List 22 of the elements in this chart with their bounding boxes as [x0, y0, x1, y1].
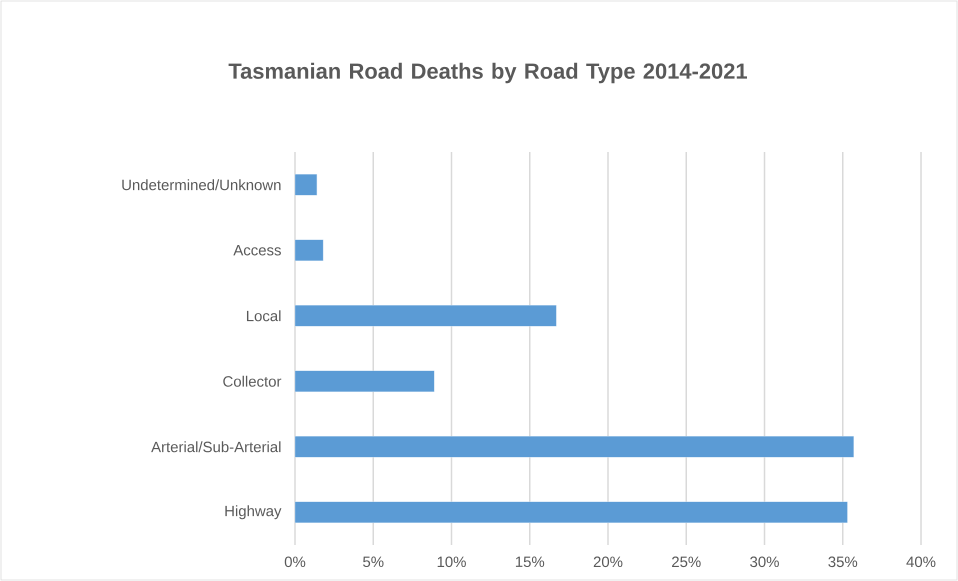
y-tick-label: Collector [223, 376, 282, 387]
x-tick-label: 20% [594, 556, 622, 568]
x-tick-label: 5% [363, 556, 384, 568]
bar [294, 240, 324, 261]
x-tick-label: 15% [516, 556, 544, 568]
y-tick-label: Local [246, 310, 280, 322]
x-tick-label: 25% [672, 556, 701, 568]
x-tick-label: 30% [750, 556, 779, 568]
y-tick-label: Highway [225, 505, 282, 520]
x-tick-label: 10% [438, 556, 466, 568]
bar [294, 370, 434, 392]
bar [294, 436, 854, 458]
chart-title: Tasmanian Road Deaths by Road Type 2014-2021 [228, 62, 747, 84]
x-tick-label: 40% [906, 556, 936, 568]
y-tick-label: Access [233, 245, 281, 256]
x-tick-label: 35% [828, 556, 858, 568]
bar [294, 502, 848, 523]
y-tick-label: Arterial/Sub-Arterial [151, 441, 280, 452]
bar [294, 174, 318, 196]
y-tick-label: Undetermined/Unknown [122, 179, 280, 190]
x-tick-label: 0% [284, 556, 306, 568]
bar [294, 305, 557, 326]
